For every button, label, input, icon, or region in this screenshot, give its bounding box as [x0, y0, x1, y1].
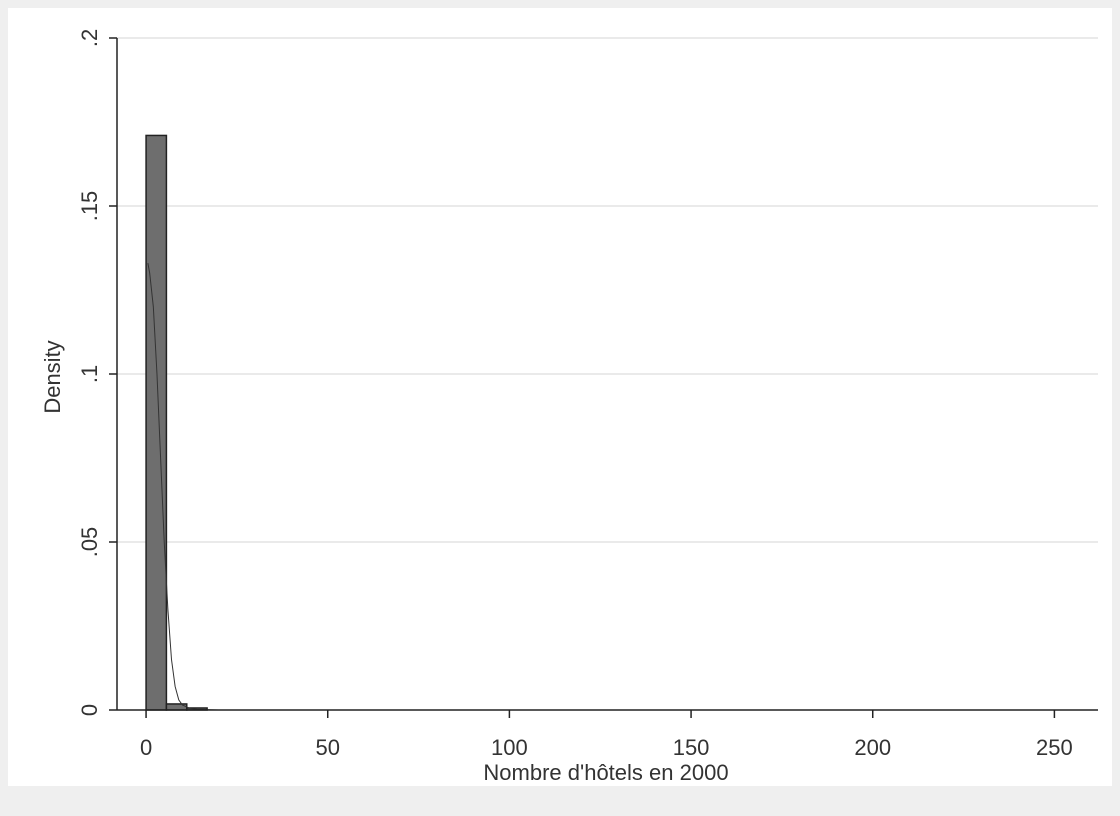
- x-tick-label-4: 200: [854, 735, 891, 760]
- density-curve: [147, 263, 219, 711]
- y-tick-label-1: .05: [77, 527, 102, 558]
- y-axis-title: Density: [40, 340, 65, 413]
- histogram-bar-1: [165, 703, 188, 711]
- histogram-bar-0: [145, 134, 168, 711]
- y-axis-ticks: 0 .05 .1 .15 .2: [77, 29, 117, 716]
- y-tick-label-3: .15: [77, 191, 102, 222]
- x-tick-label-2: 100: [491, 735, 528, 760]
- y-tick-label-4: .2: [77, 29, 102, 47]
- x-tick-label-1: 50: [315, 735, 339, 760]
- gridlines: [117, 37, 1098, 543]
- y-tick-label-2: .1: [77, 365, 102, 383]
- x-tick-label-0: 0: [140, 735, 152, 760]
- y-tick-label-0: 0: [77, 704, 102, 716]
- x-tick-label-3: 150: [673, 735, 710, 760]
- x-tick-label-5: 250: [1036, 735, 1073, 760]
- x-axis-ticks: 0 50 100 150 200 250: [140, 710, 1073, 760]
- plot-area: [8, 8, 1112, 786]
- x-axis-title: Nombre d'hôtels en 2000: [483, 760, 728, 785]
